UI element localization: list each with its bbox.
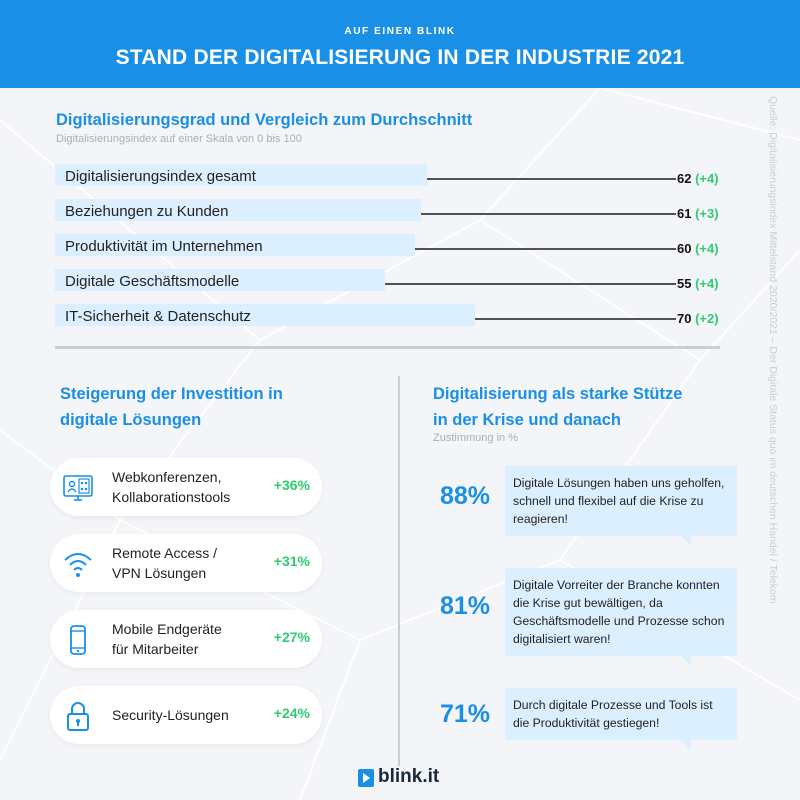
bar bbox=[55, 269, 385, 291]
wifi-icon bbox=[64, 553, 92, 577]
investment-card-remote-access: Remote Access / VPN Lösungen +31% bbox=[50, 534, 322, 592]
agreement-text: Digitale Vorreiter der Branche konnten d… bbox=[513, 578, 725, 646]
investment-label: Mobile Endgeräte für Mitarbeiter bbox=[112, 619, 262, 659]
value-label: 61 (+3) bbox=[677, 206, 719, 221]
investment-card-security: Security-Lösungen +24% bbox=[50, 686, 322, 744]
page-title: STAND DER DIGITALISIERUNG IN DER INDUSTR… bbox=[115, 46, 685, 69]
category-label: Digitale Geschäftsmodelle bbox=[65, 273, 239, 290]
value-label: 55 (+4) bbox=[677, 276, 719, 291]
section2-title: Steigerung der Investition in digitale L… bbox=[60, 381, 380, 433]
investment-label-line2: VPN Lösungen bbox=[112, 565, 207, 581]
agreement-percent: 71% bbox=[439, 700, 491, 728]
smartphone-icon bbox=[70, 625, 86, 655]
bar bbox=[55, 234, 415, 256]
investment-value: +36% bbox=[273, 477, 310, 493]
video-conference-icon bbox=[63, 475, 93, 501]
section2-title-line1: Steigerung der Investition in bbox=[60, 385, 283, 403]
section3-title: Digitalisierung als starke Stütze in der… bbox=[433, 381, 753, 433]
section3-subtitle: Zustimmung in % bbox=[433, 432, 518, 444]
agreement-bubble: Durch digitale Prozesse und Tools ist di… bbox=[505, 688, 737, 750]
section3-title-line1: Digitalisierung als starke Stütze bbox=[433, 385, 683, 403]
section3-title-line2: in der Krise und danach bbox=[433, 411, 621, 429]
bubble-tail bbox=[681, 740, 691, 750]
investment-value: +27% bbox=[273, 629, 310, 645]
bubble-tail bbox=[681, 656, 691, 666]
category-label: Produktivität im Unternehmen bbox=[65, 238, 263, 255]
investment-label-line2: für Mitarbeiter bbox=[112, 641, 199, 657]
play-logo-icon bbox=[358, 769, 374, 787]
agreement-text: Durch digitale Prozesse und Tools ist di… bbox=[513, 698, 713, 730]
change-label: (+3) bbox=[695, 206, 718, 221]
section1-title: Digitalisierungsgrad und Vergleich zum D… bbox=[56, 111, 473, 129]
agreement-bubble: Digitale Vorreiter der Branche konnten d… bbox=[505, 568, 737, 666]
logo-text: blink.it bbox=[378, 766, 440, 787]
agreement-percent: 81% bbox=[439, 592, 491, 620]
change-label: (+4) bbox=[695, 171, 718, 186]
value-label: 70 (+2) bbox=[677, 311, 719, 326]
change-label: (+2) bbox=[695, 311, 718, 326]
category-label: Beziehungen zu Kunden bbox=[65, 203, 228, 220]
vertical-divider bbox=[398, 376, 400, 766]
change-label: (+4) bbox=[695, 276, 718, 291]
investment-label-line1: Mobile Endgeräte bbox=[112, 621, 222, 637]
bar bbox=[55, 304, 475, 326]
agreement-text: Digitale Lösungen haben uns geholfen, sc… bbox=[513, 476, 725, 526]
value-label: 62 (+4) bbox=[677, 171, 719, 186]
value-label: 60 (+4) bbox=[677, 241, 719, 256]
investment-label-line1: Remote Access / bbox=[112, 545, 218, 561]
header-banner: AUF EINEN BLINK STAND DER DIGITALISIERUN… bbox=[0, 0, 800, 88]
padlock-icon bbox=[67, 702, 89, 731]
investment-label: Webkonferenzen, Kollaborationstools bbox=[112, 467, 262, 507]
category-label: Digitalisierungsindex gesamt bbox=[65, 168, 257, 185]
agreement-bubble: Digitale Lösungen haben uns geholfen, sc… bbox=[505, 466, 737, 546]
section1-subtitle: Digitalisierungsindex auf einer Skala vo… bbox=[56, 133, 302, 145]
digitalization-bar-chart: Digitalisierungsindex gesamt 62 (+4) Bezie… bbox=[55, 164, 719, 326]
investment-label: Remote Access / VPN Lösungen bbox=[112, 543, 262, 583]
bubble-tail bbox=[681, 536, 691, 546]
investment-value: +24% bbox=[273, 705, 310, 721]
investment-value: +31% bbox=[273, 553, 310, 569]
bar bbox=[55, 199, 421, 221]
investment-label-line1: Webkonferenzen, bbox=[112, 469, 222, 485]
category-label: IT-Sicherheit & Datenschutz bbox=[65, 308, 251, 325]
horizontal-divider bbox=[55, 346, 720, 349]
investment-label-line1: Security-Lösungen bbox=[112, 707, 229, 723]
investment-card-mobile-devices: Mobile Endgeräte für Mitarbeiter +27% bbox=[50, 610, 322, 668]
investment-label-line2: Kollaborationstools bbox=[112, 489, 231, 505]
bar bbox=[55, 164, 427, 186]
investment-label: Security-Lösungen bbox=[112, 705, 262, 725]
header-kicker: AUF EINEN BLINK bbox=[344, 26, 456, 37]
investment-card-webkonferenzen: Webkonferenzen, Kollaborationstools +36% bbox=[50, 458, 322, 516]
agreement-percent: 88% bbox=[439, 482, 491, 510]
section2-title-line2: digitale Lösungen bbox=[60, 411, 202, 429]
change-label: (+4) bbox=[695, 241, 718, 256]
